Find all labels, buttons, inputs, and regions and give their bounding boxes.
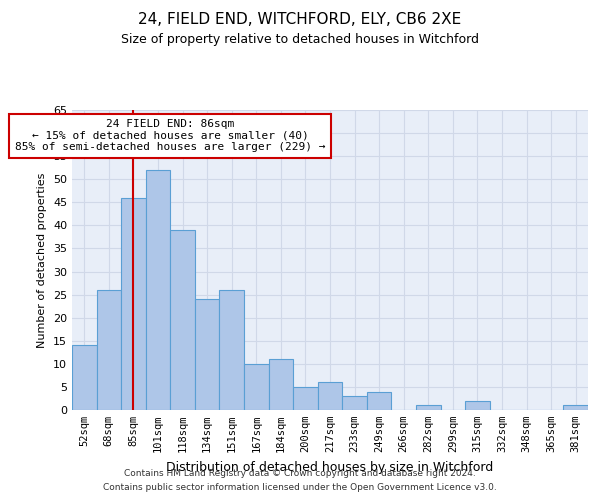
Bar	[146, 170, 170, 410]
Bar	[318, 382, 342, 410]
Bar	[121, 198, 146, 410]
Bar	[416, 406, 440, 410]
Bar	[563, 406, 588, 410]
Bar	[220, 290, 244, 410]
Text: 24, FIELD END, WITCHFORD, ELY, CB6 2XE: 24, FIELD END, WITCHFORD, ELY, CB6 2XE	[139, 12, 461, 28]
Bar	[367, 392, 391, 410]
Text: Contains public sector information licensed under the Open Government Licence v3: Contains public sector information licen…	[103, 484, 497, 492]
Text: 24 FIELD END: 86sqm
← 15% of detached houses are smaller (40)
85% of semi-detach: 24 FIELD END: 86sqm ← 15% of detached ho…	[15, 119, 326, 152]
Bar	[293, 387, 318, 410]
Bar	[195, 299, 220, 410]
Bar	[170, 230, 195, 410]
Bar	[465, 401, 490, 410]
Bar	[244, 364, 269, 410]
Y-axis label: Number of detached properties: Number of detached properties	[37, 172, 47, 348]
Bar	[269, 359, 293, 410]
Bar	[342, 396, 367, 410]
Text: Size of property relative to detached houses in Witchford: Size of property relative to detached ho…	[121, 32, 479, 46]
Bar	[72, 346, 97, 410]
Bar	[97, 290, 121, 410]
X-axis label: Distribution of detached houses by size in Witchford: Distribution of detached houses by size …	[166, 460, 494, 473]
Text: Contains HM Land Registry data © Crown copyright and database right 2024.: Contains HM Land Registry data © Crown c…	[124, 468, 476, 477]
